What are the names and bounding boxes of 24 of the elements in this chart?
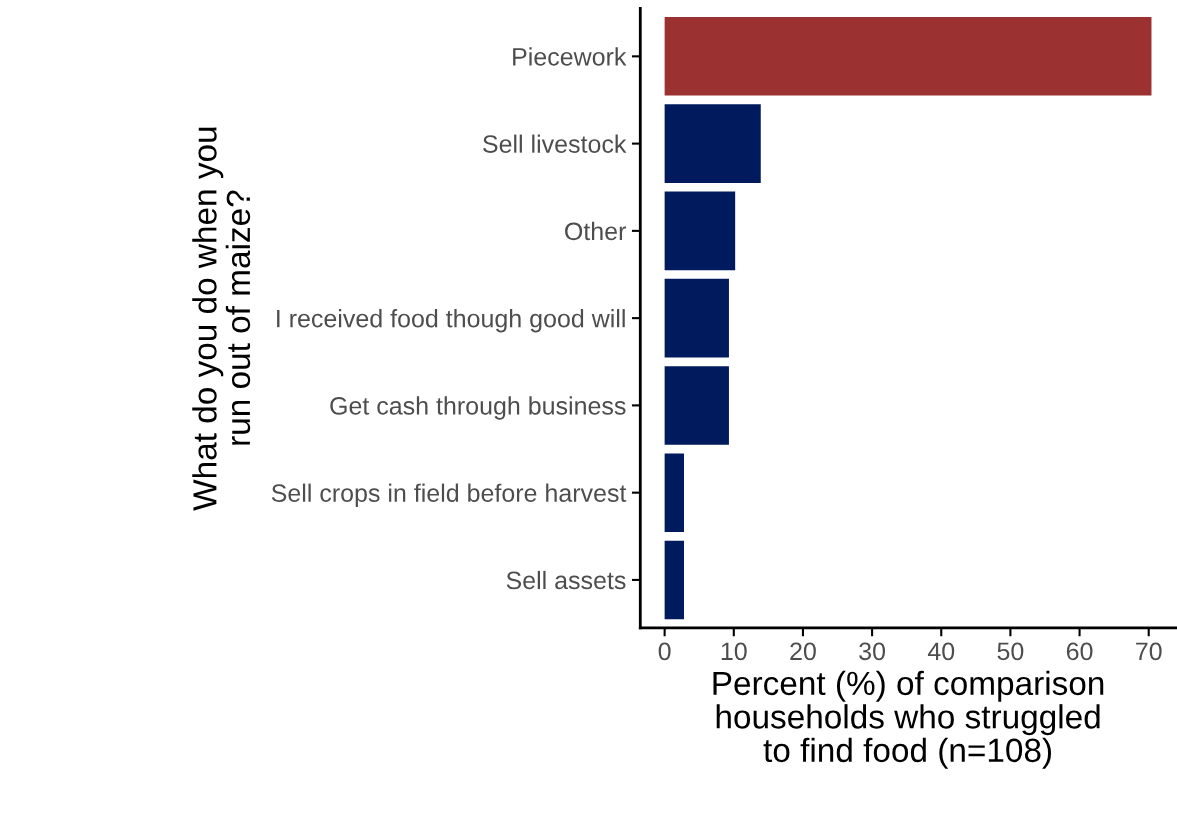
y-tick-label: Sell assets [506, 570, 626, 590]
x-tick-label: 60 [1066, 642, 1093, 661]
y-tick-label: Sell crops in field before harvest [271, 483, 627, 507]
bar [664, 540, 684, 620]
x-axis-title: Percent (%) of comparison households who struggled to find food (n=108) [713, 670, 1104, 769]
x-tick-label: 0 [658, 642, 671, 661]
bar [664, 191, 736, 271]
y-tick-label: Get cash through business [330, 396, 626, 420]
y-tick-label: Sell livestock [483, 134, 627, 153]
y-tick-label: I received food though good will [277, 309, 625, 333]
x-tick-label: 40 [927, 642, 955, 661]
x-tick-label: 20 [790, 642, 816, 661]
y-tick-label: Piecework [513, 47, 627, 66]
bar [664, 17, 1152, 96]
bar [664, 366, 729, 445]
x-tick-label: 50 [997, 642, 1024, 661]
x-tick-label: 30 [859, 642, 886, 661]
y-tick-label: Other [565, 221, 626, 241]
x-tick-label: 70 [1136, 642, 1162, 661]
bar [664, 278, 729, 358]
y-axis-title: What do you do when you run out of maize? [192, 127, 251, 511]
bar [664, 453, 684, 532]
bar [664, 104, 761, 183]
x-tick-label: 10 [721, 642, 747, 661]
